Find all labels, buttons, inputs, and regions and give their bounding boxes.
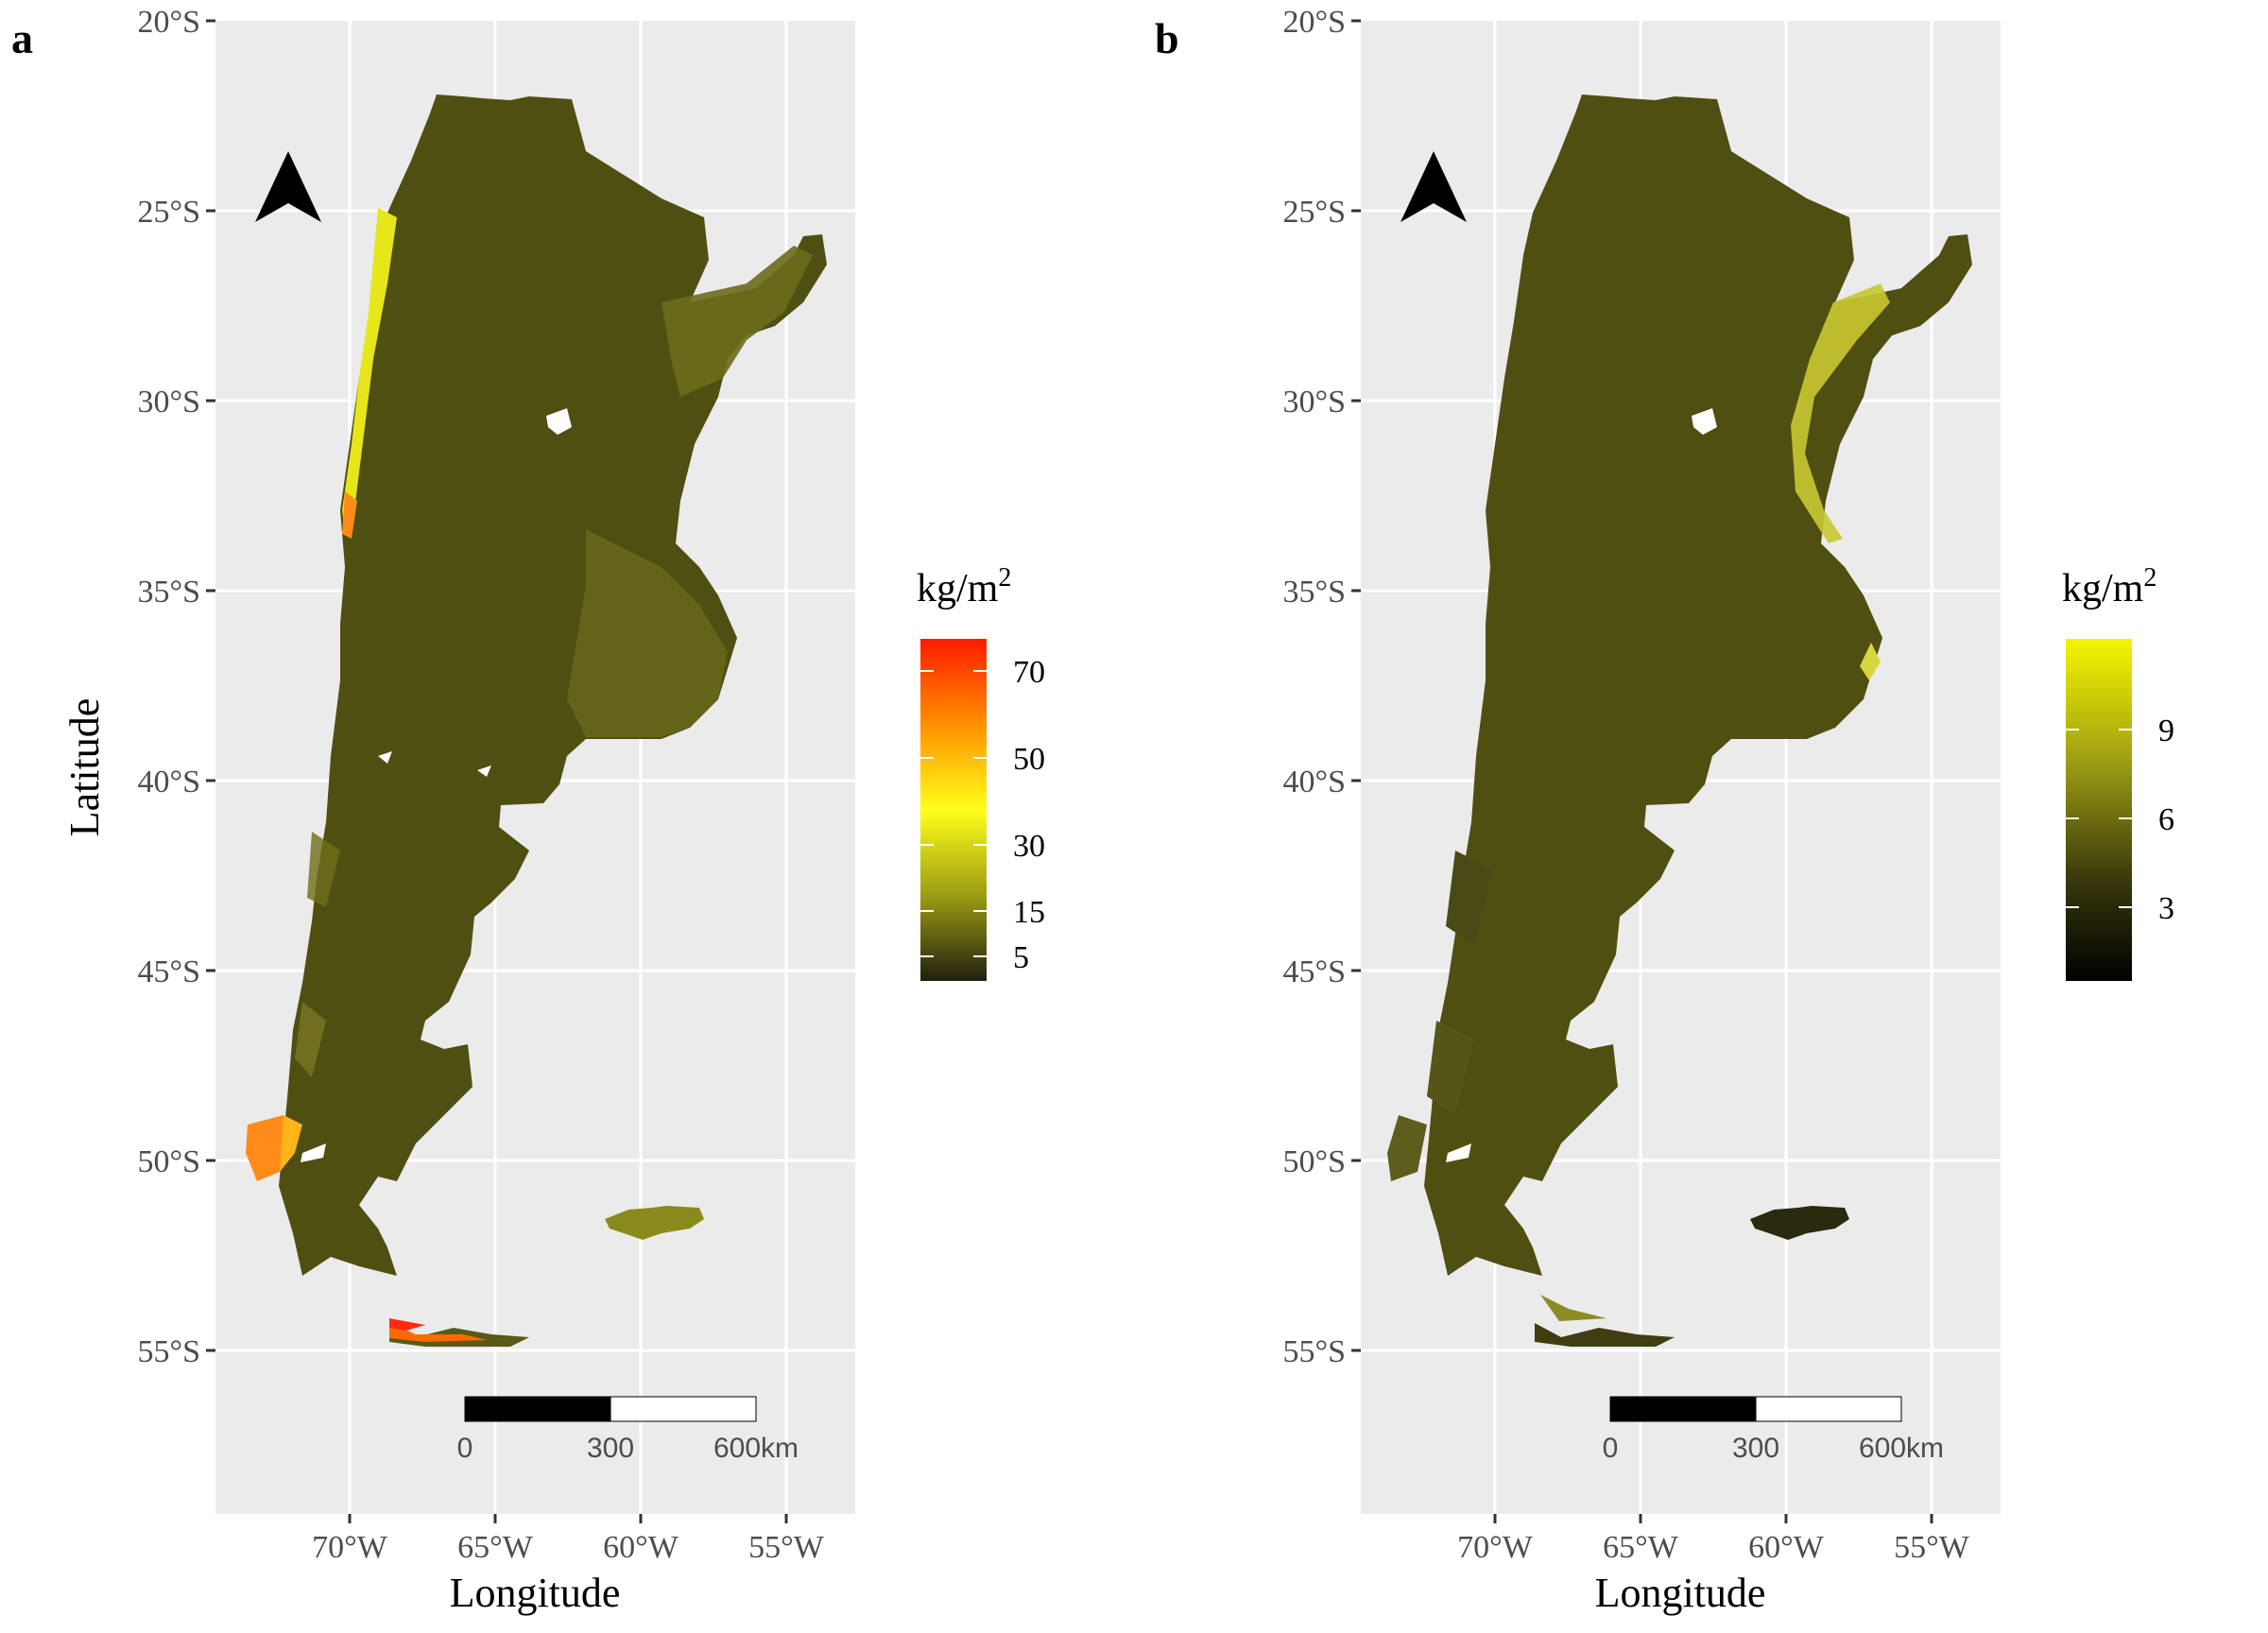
latitude-tick-label: 45°S: [1282, 954, 1346, 989]
longitude-tick-label: 70°W: [1457, 1530, 1534, 1565]
latitude-tick-label: 25°S: [1282, 195, 1346, 230]
longitude-tick-label: 55°W: [1894, 1530, 1970, 1565]
legend-colorbar: [2066, 639, 2132, 981]
latitude-tick-label: 50°S: [1282, 1144, 1346, 1179]
latitude-tick-label: 35°S: [137, 575, 200, 610]
legend-tick-label: 9: [2158, 713, 2174, 748]
legend-colorbar: [920, 639, 987, 981]
longitude-tick-label: 60°W: [1748, 1530, 1825, 1565]
scale-bar: 0 300 600km: [1603, 1396, 1944, 1464]
scale-label: 300: [1732, 1433, 1779, 1464]
panel-a: a: [11, 5, 1045, 1616]
latitude-tick-label: 30°S: [1282, 385, 1346, 420]
longitude-ticks: 70°W 65°W 60°W 55°W: [1457, 1514, 1970, 1565]
scale-label: 0: [1603, 1433, 1619, 1464]
latitude-tick-label: 45°S: [137, 954, 200, 989]
longitude-tick-label: 70°W: [312, 1530, 388, 1565]
north-arrow-icon: [1400, 151, 1467, 222]
latitude-tick-label: 55°S: [137, 1334, 200, 1369]
latitude-ticks: 20°S 25°S 30°S 35°S 40°S 45°S 50°S 55°S: [137, 5, 215, 1369]
legend-tick-label: 6: [2158, 802, 2174, 837]
scale-label: 600km: [1859, 1433, 1944, 1464]
latitude-ticks: 20°S 25°S 30°S 35°S 40°S 45°S 50°S 55°S: [1282, 5, 1361, 1369]
scale-bar: 0 300 600km: [457, 1396, 799, 1464]
latitude-tick-label: 50°S: [137, 1144, 200, 1179]
argentina-raster-map: [1387, 95, 1972, 1347]
north-arrow-icon: [255, 151, 321, 222]
panel-tag: a: [11, 14, 33, 62]
scale-label: 600km: [713, 1433, 799, 1464]
longitude-tick-label: 55°W: [748, 1530, 825, 1565]
scale-label: 300: [587, 1433, 634, 1464]
legend-title: kg/m2: [917, 563, 1011, 610]
panel-tag: b: [1155, 14, 1179, 62]
legend-tick-label: 5: [1013, 940, 1029, 975]
scale-label: 0: [457, 1433, 473, 1464]
legend-tick-label: 50: [1013, 742, 1045, 777]
longitude-tick-label: 60°W: [603, 1530, 679, 1565]
longitude-tick-label: 65°W: [1603, 1530, 1679, 1565]
latitude-tick-label: 40°S: [137, 765, 200, 799]
x-axis-title: Longitude: [450, 1570, 621, 1616]
latitude-tick-label: 20°S: [137, 5, 200, 40]
color-legend: kg/m2 9 6 3: [2062, 563, 2174, 981]
color-legend: kg/m2 70 50 30 15 5: [917, 563, 1045, 981]
legend-tick-label: 30: [1013, 829, 1045, 864]
latitude-tick-label: 40°S: [1282, 765, 1346, 799]
latitude-tick-label: 55°S: [1282, 1334, 1346, 1369]
legend-tick-label: 3: [2158, 891, 2174, 926]
latitude-tick-label: 20°S: [1282, 5, 1346, 40]
latitude-tick-label: 25°S: [137, 195, 200, 230]
longitude-ticks: 70°W 65°W 60°W 55°W: [312, 1514, 825, 1565]
panel-b: b: [1155, 5, 2174, 1616]
argentina-raster-map: [246, 95, 827, 1347]
longitude-tick-label: 65°W: [457, 1530, 534, 1565]
x-axis-title: Longitude: [1595, 1570, 1766, 1616]
legend-title: kg/m2: [2062, 563, 2156, 610]
latitude-tick-label: 35°S: [1282, 575, 1346, 610]
y-axis-title: Latitude: [61, 698, 108, 837]
legend-tick-label: 15: [1013, 895, 1045, 930]
latitude-tick-label: 30°S: [137, 385, 200, 420]
legend-tick-label: 70: [1013, 655, 1045, 690]
